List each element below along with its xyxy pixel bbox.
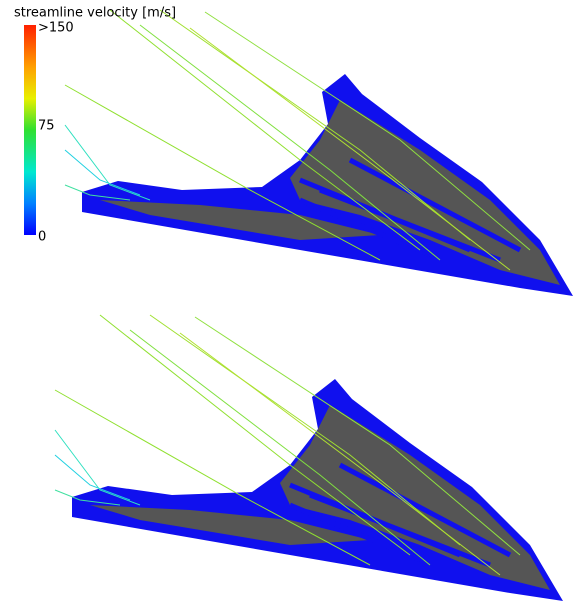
colorbar-tick-label: 75 <box>38 119 55 134</box>
wing-view-bottom <box>55 315 563 601</box>
colorbar-tick-label: >150 <box>38 21 74 36</box>
visualization: streamline velocity [m/s] >150 75 0 <box>0 0 574 608</box>
colorbar <box>24 25 36 235</box>
wing-view-top <box>65 10 573 296</box>
page: streamline velocity [m/s] >150 75 0 <box>0 0 574 608</box>
colorbar-tick-label: 0 <box>38 230 46 245</box>
colorbar-title: streamline velocity [m/s] <box>14 6 176 21</box>
